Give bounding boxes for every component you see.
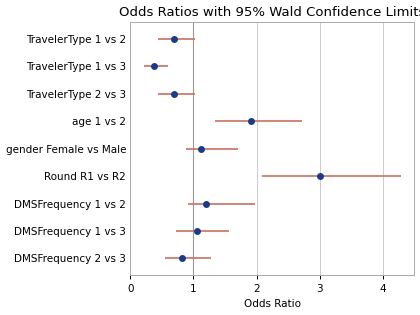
Title: Odds Ratios with 95% Wald Confidence Limits: Odds Ratios with 95% Wald Confidence Lim… [119,6,420,19]
X-axis label: Odds Ratio: Odds Ratio [244,300,301,309]
